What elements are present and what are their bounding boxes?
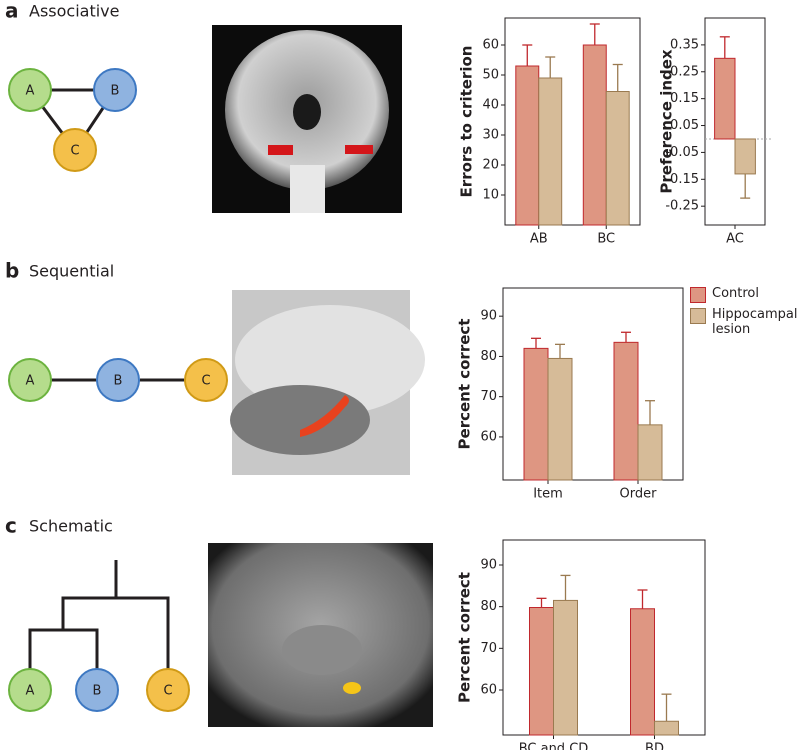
node: [53, 128, 97, 172]
error-bar: [645, 400, 655, 425]
x-tick-label: Item: [533, 487, 563, 502]
node-label: C: [70, 144, 79, 159]
y-tick-label: 20: [482, 158, 499, 173]
node: [146, 668, 190, 712]
node: [8, 358, 52, 402]
node: [8, 68, 52, 112]
panel-title: Schematic: [29, 517, 113, 536]
error-bar: [637, 589, 648, 609]
error-bar: [612, 63, 623, 92]
y-tick-label: 70: [480, 389, 497, 404]
panel-title: Sequential: [29, 262, 114, 281]
y-tick-label: -0.05: [665, 145, 699, 160]
legend-item: Hippocampal lesion: [690, 307, 798, 337]
y-axis-label: Percent correct: [456, 319, 474, 450]
y-tick-label: -0.25: [665, 199, 699, 214]
plot-frame: [502, 287, 684, 481]
y-tick-label: 80: [480, 349, 497, 364]
y-tick-label: 0.25: [670, 64, 699, 79]
error-bar: [621, 331, 631, 343]
y-axis-label: Errors to criterion: [458, 46, 476, 198]
y-tick-label: 30: [482, 128, 499, 143]
bar: [523, 347, 549, 481]
bar: [547, 357, 573, 481]
bar: [529, 607, 554, 736]
panel-title: Associative: [29, 2, 119, 21]
legend-label: Control: [712, 286, 759, 301]
node: [8, 668, 52, 712]
error-bar: [740, 173, 751, 199]
panel-label: a: [5, 0, 19, 23]
y-tick-label: 40: [482, 98, 499, 113]
bar: [553, 599, 578, 736]
bar: [605, 91, 630, 226]
bar: [714, 57, 736, 140]
node: [75, 668, 119, 712]
error-bar: [545, 56, 556, 78]
legend-label: Hippocampal lesion: [712, 307, 798, 337]
node: [93, 68, 137, 112]
bar: [613, 341, 639, 481]
plot-frame: [504, 17, 641, 226]
legend-swatch: [690, 308, 706, 324]
error-bar: [560, 574, 571, 601]
y-tick-label: 50: [482, 68, 499, 83]
y-tick-label: 90: [480, 558, 497, 573]
brain-image-c: [208, 543, 433, 727]
node-label: A: [26, 84, 35, 99]
y-tick-label: 60: [480, 429, 497, 444]
y-tick-label: -0.15: [665, 172, 699, 187]
error-bar: [555, 343, 565, 359]
brain-image-b: [230, 290, 425, 475]
y-tick-label: 60: [480, 683, 497, 698]
x-tick-label: AC: [726, 232, 744, 247]
bar: [630, 608, 655, 736]
y-tick-label: 90: [480, 309, 497, 324]
node-label: A: [26, 374, 35, 389]
bar: [538, 77, 563, 226]
error-bar: [589, 23, 600, 45]
error-bar: [531, 337, 541, 349]
bar: [734, 138, 756, 175]
x-tick-label: BC: [597, 232, 615, 247]
error-bar: [719, 36, 730, 59]
x-tick-label: BC and CD: [519, 742, 589, 750]
node-label: B: [111, 84, 120, 99]
error-bar: [536, 597, 547, 608]
x-tick-label: AB: [530, 232, 548, 247]
legend: Control Hippocampal lesion: [690, 286, 798, 341]
error-bar: [522, 44, 533, 66]
node-label: C: [201, 374, 210, 389]
legend-swatch: [690, 287, 706, 303]
y-tick-label: 0.15: [670, 91, 699, 106]
node-label: B: [114, 374, 123, 389]
plot-frame: [502, 539, 706, 736]
bar: [654, 720, 679, 736]
panel-label: b: [5, 259, 19, 283]
panel-label: c: [5, 514, 17, 538]
y-tick-label: 10: [482, 188, 499, 203]
node-label: C: [163, 684, 172, 699]
y-tick-label: 60: [482, 38, 499, 53]
y-tick-label: 0.05: [670, 118, 699, 133]
error-bar: [661, 693, 672, 722]
bar: [515, 65, 540, 226]
y-axis-label: Percent correct: [456, 572, 474, 703]
brain-image-a: [212, 25, 402, 213]
x-tick-label: Order: [620, 487, 658, 502]
node-label: B: [93, 684, 102, 699]
node: [96, 358, 140, 402]
legend-item: Control: [690, 286, 798, 303]
bar: [637, 424, 663, 481]
y-tick-label: 0.35: [670, 37, 699, 52]
y-tick-label: 70: [480, 641, 497, 656]
bar: [582, 44, 607, 226]
node-label: A: [26, 684, 35, 699]
x-tick-label: BD: [645, 742, 664, 750]
y-tick-label: 80: [480, 599, 497, 614]
node: [184, 358, 228, 402]
y-axis-label: Preference index: [658, 49, 676, 194]
